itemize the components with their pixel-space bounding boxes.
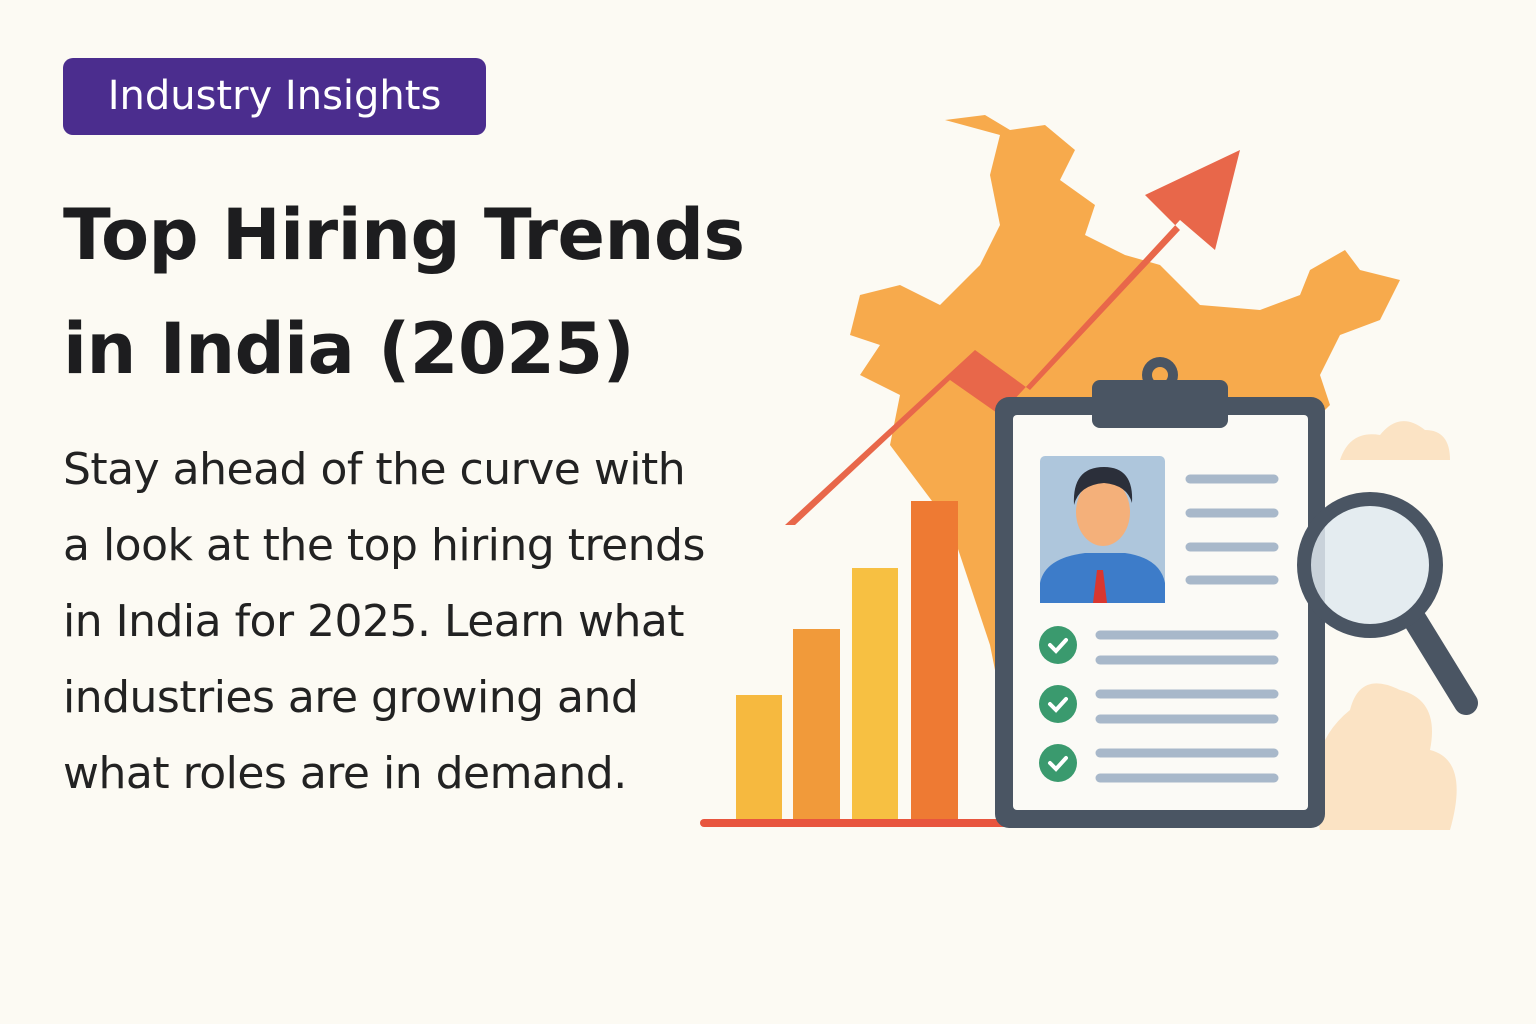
description-line: what roles are in demand. <box>63 748 627 799</box>
description-line: a look at the top hiring trends <box>63 520 705 571</box>
description: Stay ahead of the curve with a look at t… <box>63 432 705 812</box>
headline-line: Top Hiring Trends <box>63 194 745 276</box>
magnifier-lens <box>1297 492 1443 638</box>
text-lines <box>1095 474 1279 783</box>
headline: Top Hiring Trends in India (2025) <box>63 178 745 406</box>
hair <box>1073 467 1133 505</box>
bar <box>911 501 958 823</box>
clip <box>1092 380 1228 428</box>
baseline <box>700 819 1020 827</box>
face <box>1076 478 1130 546</box>
decor-bush <box>1314 683 1457 830</box>
magnifier-handle <box>1403 608 1478 715</box>
category-badge: Industry Insights <box>63 58 486 135</box>
checks <box>1039 626 1077 782</box>
tie <box>1093 570 1107 603</box>
description-line: Stay ahead of the curve with <box>63 444 686 495</box>
description-line: in India for 2025. Learn what <box>63 596 685 647</box>
bar <box>736 695 782 823</box>
bar <box>852 568 898 823</box>
growth-arrow <box>785 150 1240 525</box>
decor-cloud <box>1340 421 1450 460</box>
description-line: industries are growing and <box>63 672 639 723</box>
bar <box>793 629 840 823</box>
headline-line: in India (2025) <box>63 308 635 390</box>
clip-hole <box>1152 367 1168 383</box>
